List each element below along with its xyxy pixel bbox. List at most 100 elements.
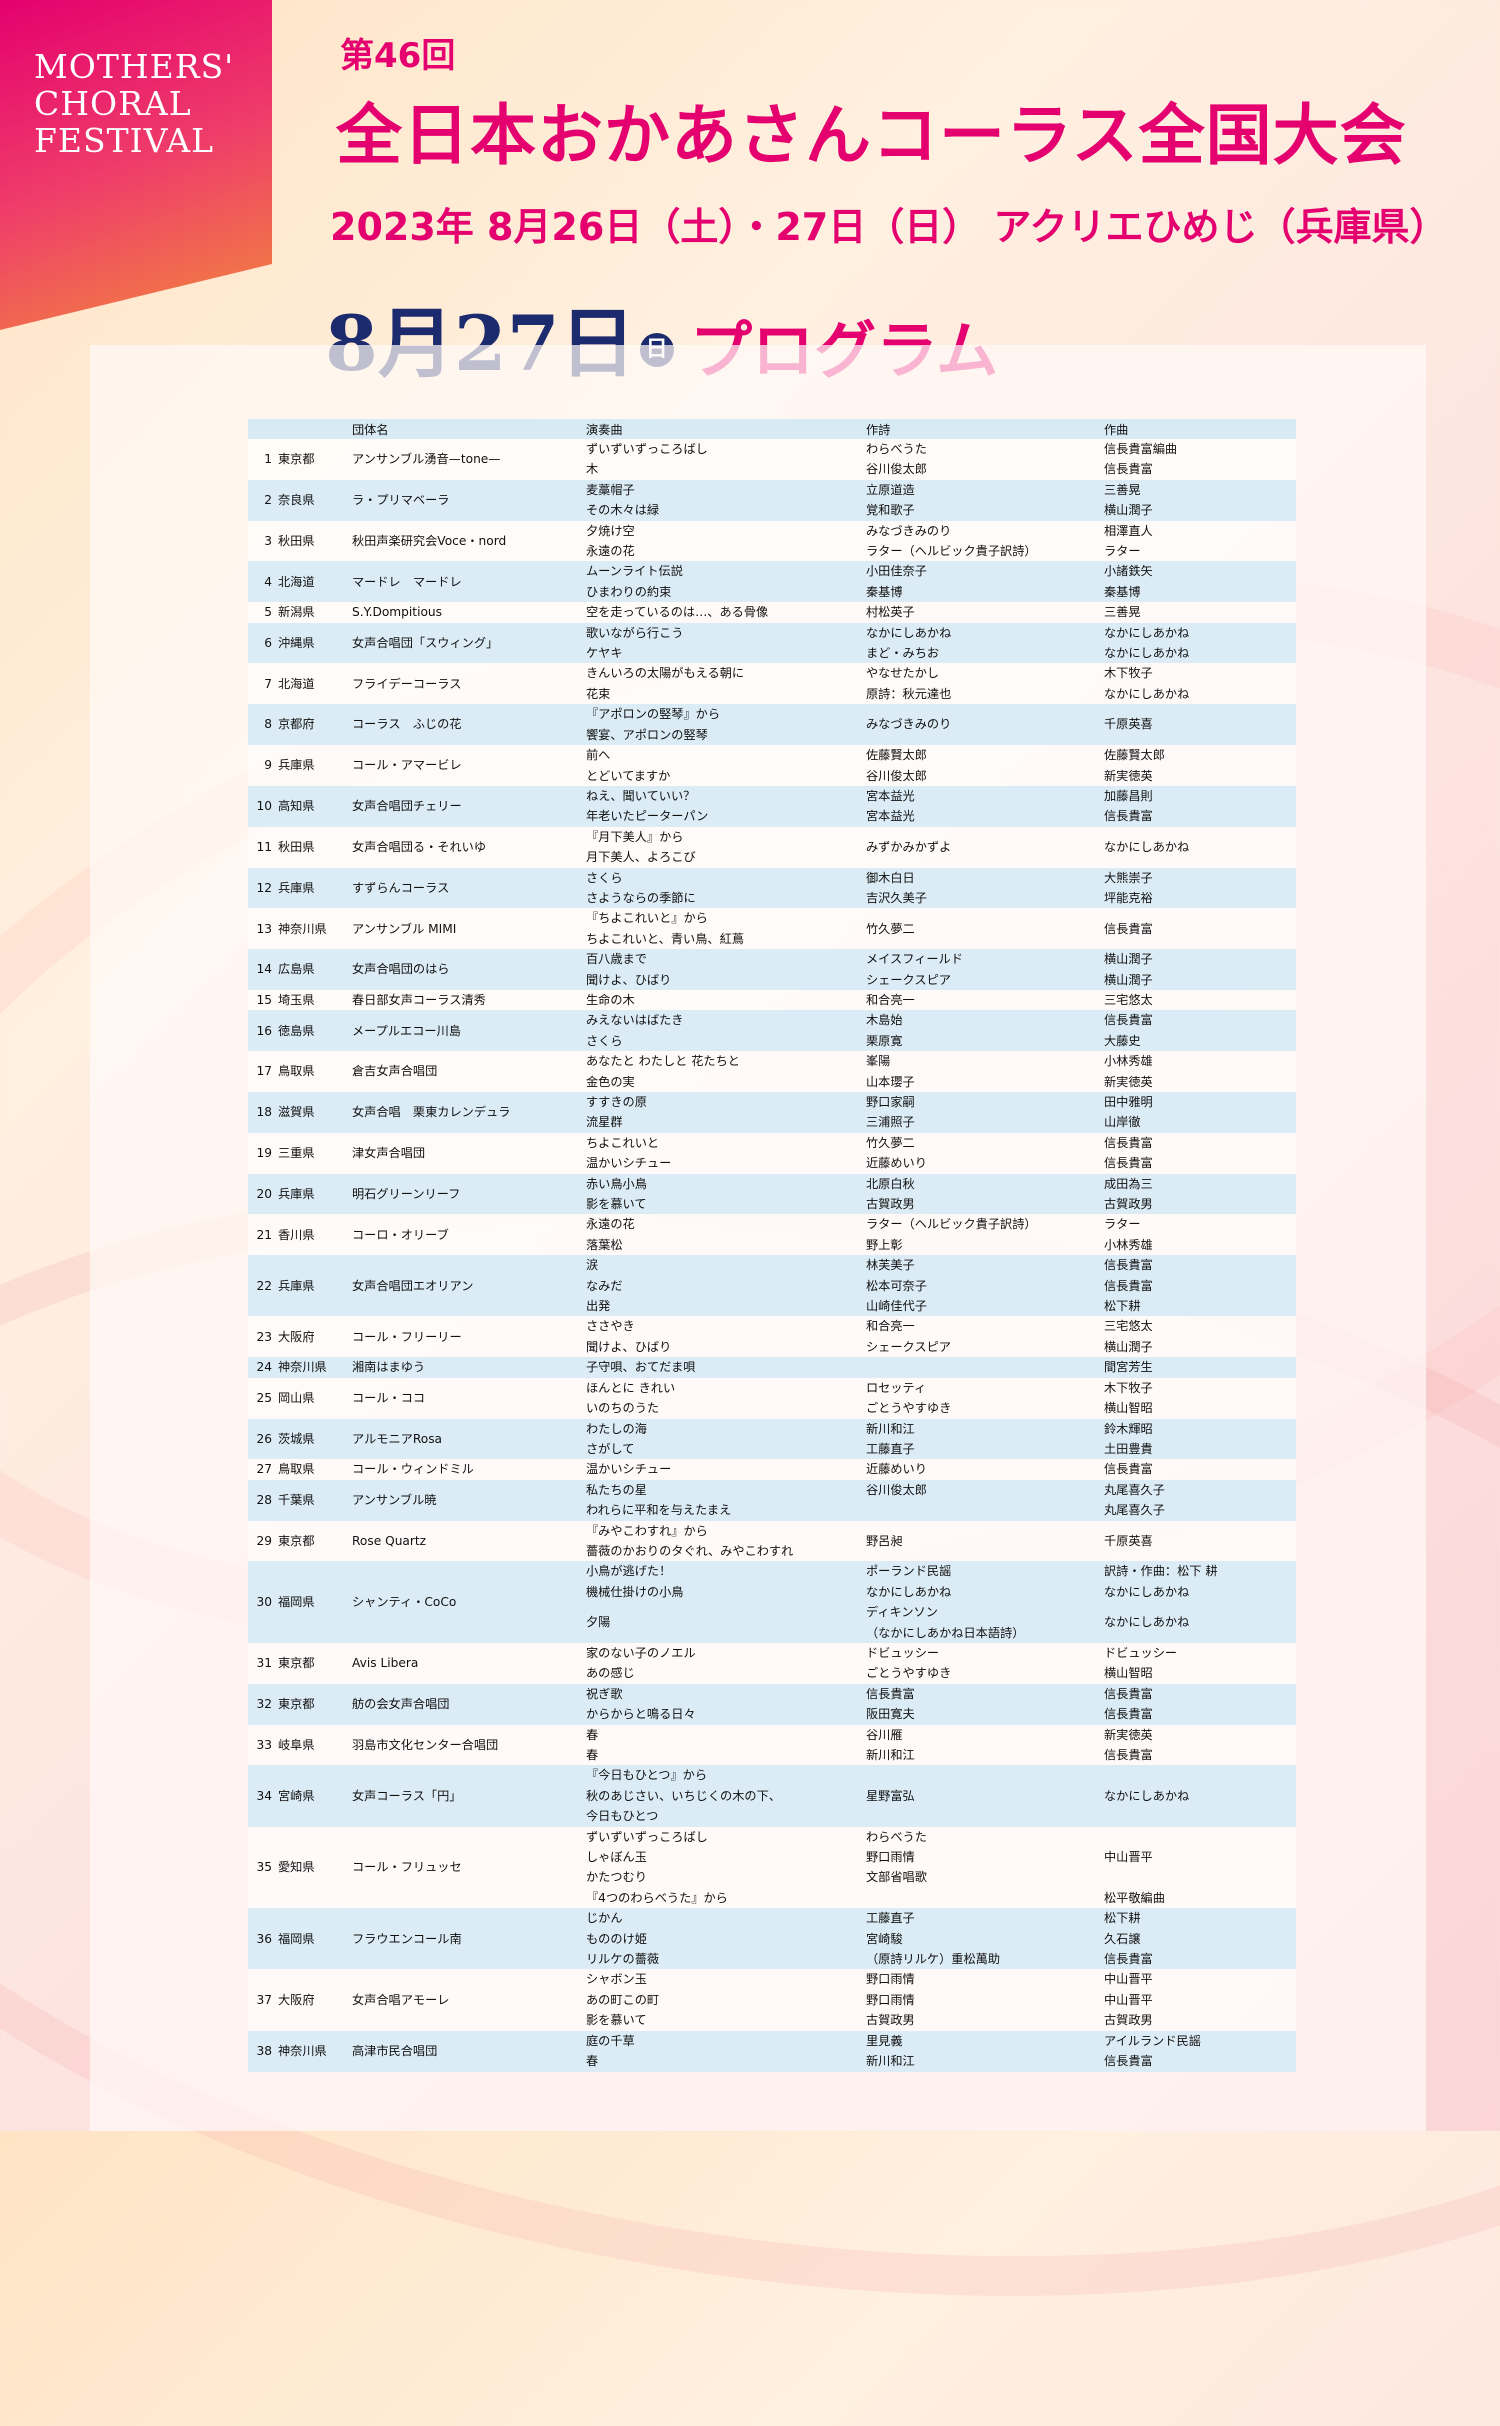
table-row: 10 高知県 女声合唱団チェリー ねえ、聞いていい？ 宮本益光 加藤昌則 [248, 785, 1296, 827]
composer: なかにしあかね [1100, 826, 1296, 868]
group-name: アンサンブル MIMI [348, 908, 582, 950]
prefecture: 広島県 [274, 949, 348, 990]
lyricist: 峯陽 [862, 1051, 1100, 1072]
lyricist: 野上彰 [862, 1234, 1100, 1256]
composer: 信長貴富 [1100, 1275, 1296, 1297]
performer-group: 2 奈良県 ラ・プリマベーラ 麦藁帽子 立原道造 三善晃 その木々は緑 覚和歌子 横山潤子 [248, 479, 1296, 521]
performer-group: 1 東京都 アンサンブル湧音—tone— ずいずいずっころばし わらべうた 信長貴富編曲木… [248, 439, 1296, 480]
lyricist: 山本瓔子 [862, 1071, 1100, 1092]
lyricist: 立原道造 [862, 479, 1100, 501]
header-group: 団体名 [348, 419, 582, 439]
song-title: 庭の千草 [582, 2030, 862, 2052]
composer: ドビュッシー [1100, 1642, 1296, 1664]
composer: ラター [1100, 541, 1296, 562]
song-title: ずいずいずっころばし [582, 439, 862, 460]
performer-number: 24 [248, 1357, 274, 1378]
lyricist: 野口雨情 [862, 1969, 1100, 1990]
lyricist: （原詩リルケ）重松萬助 [862, 1949, 1100, 1970]
prefecture: 徳島県 [274, 1010, 348, 1052]
table-row: 2 奈良県 ラ・プリマベーラ 麦藁帽子 立原道造 三善晃 [248, 479, 1296, 521]
group-name: コーロ・オリーブ [348, 1214, 582, 1256]
table-row: 9 兵庫県 コール・アマービレ 前へ 佐藤賢太郎 佐藤賢太郎 [248, 745, 1296, 786]
performer-number: 18 [248, 1092, 274, 1133]
group-name: マードレ マードレ [348, 561, 582, 603]
lyricist: 新川和江 [862, 1418, 1100, 1439]
group-name: 女声合唱団チェリー [348, 785, 582, 827]
performer-number: 25 [248, 1377, 274, 1419]
song-title: シャボン玉 [582, 1969, 862, 1990]
lyricist [862, 1500, 1100, 1521]
prefecture: 愛知県 [274, 1826, 348, 1909]
song-title: さくら [582, 1030, 862, 1052]
group-name: 女声合唱アモーレ [348, 1969, 582, 2031]
performer-number: 3 [248, 520, 274, 562]
performer-group: 11 秋田県 女声合唱団る・それいゆ 『月下美人』から 月下美人、よろこび みずかみかずよ… [248, 826, 1296, 868]
performer-group: 10 高知県 女声合唱団チェリー ねえ、聞いていい？ 宮本益光 加藤昌則 年老いたピーターパ… [248, 785, 1296, 827]
table-row: 30 福岡県 シャンティ・CoCo 小鳥が逃げた！ ポーランド民謡 訳詩・作曲：松下 耕 [248, 1561, 1296, 1643]
composer: 信長貴富編曲 [1100, 439, 1296, 460]
lyricist: 古賀政男 [862, 1194, 1100, 1215]
song-title: 夕陽 [582, 1602, 862, 1643]
lyricist: 秦基博 [862, 581, 1100, 603]
performer-number: 35 [248, 1826, 274, 1909]
composer: 信長貴富 [1100, 1255, 1296, 1276]
song-title: 『月下美人』から 月下美人、よろこび [582, 826, 862, 868]
lyricist: 木島始 [862, 1010, 1100, 1031]
festival-logo-text: MOTHERS' CHORAL FESTIVAL [34, 48, 234, 159]
lyricist: 小田佳奈子 [862, 561, 1100, 582]
composer: 信長貴富 [1100, 908, 1296, 950]
song-title: じかん [582, 1908, 862, 1929]
lyricist: ラター（ヘルビック貴子訳詩） [862, 541, 1100, 562]
song-title: みえないはばたき [582, 1010, 862, 1031]
composer: 信長貴富 [1100, 1949, 1296, 1970]
lyricist: シェークスピア [862, 969, 1100, 990]
song-title: あなたと わたしと 花たちと [582, 1051, 862, 1072]
prefecture: 岐阜県 [274, 1724, 348, 1766]
table-row: 11 秋田県 女声合唱団る・それいゆ 『月下美人』から 月下美人、よろこび みずかみかずよ… [248, 826, 1296, 868]
table-row: 13 神奈川県 アンサンブル MIMI 『ちよこれいと』から ちよこれいと、青い鳥、紅蔦… [248, 908, 1296, 950]
song-title: あの町この町 [582, 1989, 862, 2011]
composer: 三宅悠太 [1100, 1316, 1296, 1337]
song-title: さようならの季節に [582, 887, 862, 909]
performer-number: 5 [248, 602, 274, 623]
performer-number: 30 [248, 1561, 274, 1643]
program-table: 団体名 演奏曲 作詩 作曲 1 東京都 アンサンブル湧音—tone— ずいずいずっころ… [248, 419, 1296, 2072]
composer: アイルランド民謡 [1100, 2030, 1296, 2052]
composer: 加藤昌則 [1100, 785, 1296, 807]
table-row: 1 東京都 アンサンブル湧音—tone— ずいずいずっころばし わらべうた 信長貴富編曲 [248, 439, 1296, 480]
table-row: 流星群 三浦照子 山岸徹 [248, 1112, 1296, 1133]
performer-group: 29 東京都 Rose Quartz 『みやこわすれ』から 薔薇のかおりのタぐれ、みやこ… [248, 1520, 1296, 1562]
table-row: しゃぼん玉 野口雨情 中山晋平 [248, 1847, 1296, 1868]
table-row: 金色の実 山本瓔子 新実徳英 [248, 1071, 1296, 1092]
song-title: 赤い鳥小鳥 [582, 1173, 862, 1195]
header-pref [274, 419, 348, 439]
lyricist: 御木白日 [862, 867, 1100, 888]
song-title: きんいろの太陽がもえる朝に [582, 663, 862, 684]
composer: 信長貴富 [1100, 1010, 1296, 1031]
prefecture: 沖縄県 [274, 622, 348, 664]
lyricist: 三浦照子 [862, 1112, 1100, 1133]
song-title: 温かいシチュー [582, 1153, 862, 1174]
prefecture: 神奈川県 [274, 2030, 348, 2072]
logo-line: MOTHERS' [34, 47, 235, 86]
lyricist: 近藤めいり [862, 1459, 1100, 1480]
table-row: 27 鳥取県 コール・ウィンドミル 温かいシチュー 近藤めいり 信長貴富 [248, 1459, 1296, 1480]
lyricist: 宮崎駿 [862, 1928, 1100, 1950]
lyricist: 吉沢久美子 [862, 887, 1100, 909]
lyricist: 覚和歌子 [862, 500, 1100, 521]
prefecture: 東京都 [274, 1642, 348, 1684]
group-name: 高津市民合唱団 [348, 2030, 582, 2072]
lyricist: 工藤直子 [862, 1908, 1100, 1929]
composer: 久石譲 [1100, 1928, 1296, 1950]
composer: 三善晃 [1100, 479, 1296, 501]
song-title: 温かいシチュー [582, 1459, 862, 1480]
table-row: その木々は緑 覚和歌子 横山潤子 [248, 500, 1296, 521]
table-row: 木谷川俊太郎 信長貴富 [248, 459, 1296, 480]
performer-group: 15 埼玉県 春日部女声コーラス清秀 生命の木 和合亮一 三宅悠太 [248, 989, 1296, 1011]
performer-group: 36 福岡県 フラウエンコール南 じかん 工藤直子 松下耕 もののけ姫 宮崎駿 久石譲 リルケの薔… [248, 1908, 1296, 1970]
lyricist: まど・みちお [862, 643, 1100, 664]
performer-group: 26 茨城県 アルモニアRosa わたしの海 新川和江 鈴木輝昭 さがして 工藤直子 土田豊貴 [248, 1418, 1296, 1460]
lyricist: 信長貴富 [862, 1683, 1100, 1705]
group-name: 明石グリーンリーフ [348, 1173, 582, 1215]
lyricist: 宮本益光 [862, 806, 1100, 827]
